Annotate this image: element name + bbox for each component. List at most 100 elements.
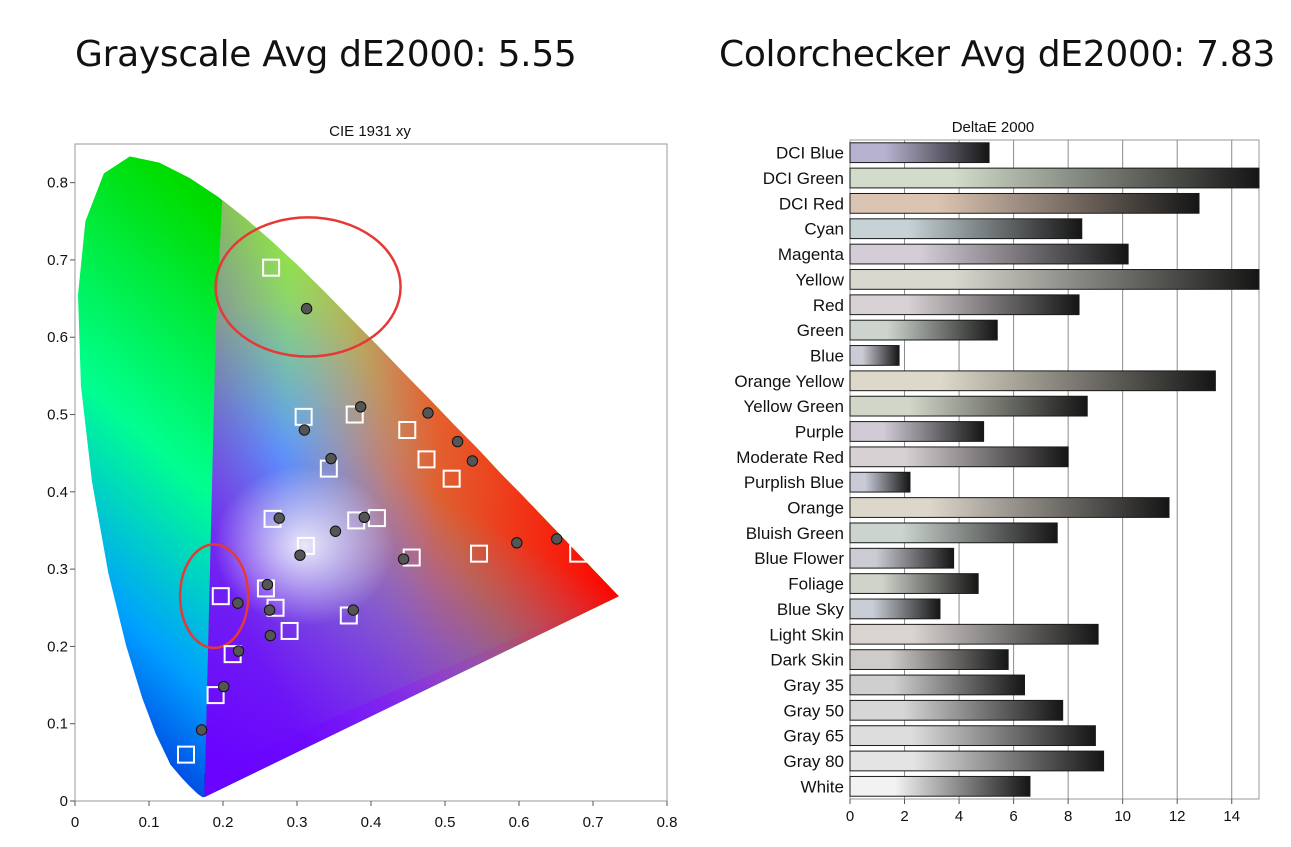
measured-point <box>422 407 434 419</box>
cie-y-tick-label: 0.8 <box>47 175 68 192</box>
deltae-category-label: Foliage <box>788 575 844 594</box>
highlight-ellipse <box>214 216 402 358</box>
cie-y-tick-label: 0.7 <box>47 252 68 269</box>
target-square-point <box>345 405 364 424</box>
deltae-x-tick-label: 12 <box>1169 808 1186 825</box>
deltae-x-tick-label: 14 <box>1223 808 1240 825</box>
deltae-category-label: DCI Red <box>779 194 844 213</box>
deltae-bar <box>849 142 990 164</box>
deltae-category-label: Gray 50 <box>784 701 844 720</box>
deltae-category-label: DCI Green <box>763 169 844 188</box>
deltae-category-label: Blue Sky <box>777 600 845 619</box>
deltae-category-label: Light Skin <box>769 625 844 644</box>
deltae-category-label: Blue <box>810 346 844 365</box>
deltae-bar <box>849 319 998 341</box>
target-square-point <box>296 536 315 555</box>
deltae-category-label: Yellow <box>795 270 844 289</box>
measured-point <box>511 537 523 549</box>
grayscale-headline: Grayscale Avg dE2000: 5.55 <box>75 34 577 75</box>
cie-y-tick-label: 0.3 <box>47 561 68 578</box>
target-square-point <box>569 544 588 563</box>
target-square-point <box>470 544 489 563</box>
deltae-category-label: Dark Skin <box>770 651 844 670</box>
deltae-category-label: Cyan <box>804 220 844 239</box>
deltae-bar <box>849 775 1031 797</box>
deltae-bar <box>849 750 1105 772</box>
deltae-chart-title: DeltaE 2000 <box>952 119 1035 136</box>
deltae-x-tick-label: 4 <box>955 808 963 825</box>
target-square-point <box>280 621 299 640</box>
deltae-category-label: White <box>801 777 844 796</box>
deltae-bar <box>849 345 900 366</box>
deltae-bar <box>849 573 979 594</box>
measured-point <box>261 578 274 591</box>
target-square-point <box>417 450 436 469</box>
deltae-bar <box>849 598 941 620</box>
target-square-point <box>442 469 461 488</box>
deltae-category-label: Purple <box>795 422 844 441</box>
deltae-category-label: DCI Blue <box>776 144 844 163</box>
cie-y-tick-label: 0.4 <box>47 484 68 501</box>
deltae-category-label: Green <box>797 321 844 340</box>
target-square-point <box>398 420 417 439</box>
measured-point <box>264 629 277 642</box>
deltae-bar <box>849 674 1026 696</box>
measured-point <box>273 512 285 524</box>
deltae-category-label: Moderate Red <box>736 448 844 467</box>
cie-y-tick-label: 0.6 <box>47 329 68 346</box>
measured-point <box>551 533 563 545</box>
measured-point <box>358 511 371 524</box>
measured-point <box>347 604 359 616</box>
deltae-category-label: Purplish Blue <box>744 473 844 492</box>
deltae-bar <box>849 725 1096 747</box>
deltae-x-tick-label: 6 <box>1009 808 1017 825</box>
deltae-bar <box>849 699 1064 721</box>
measured-point <box>466 455 479 467</box>
measured-point <box>298 424 311 436</box>
deltae-category-label: Yellow Green <box>744 397 845 416</box>
measured-point <box>195 724 208 736</box>
measured-point <box>263 604 276 616</box>
cie-y-tick-label: 0.5 <box>47 407 68 424</box>
deltae-x-tick-label: 2 <box>900 808 908 825</box>
colorchecker-headline: Colorchecker Avg dE2000: 7.83 <box>719 34 1276 75</box>
deltae-category-label: Gray 35 <box>784 676 844 695</box>
measured-point <box>451 435 464 448</box>
white-point-region <box>214 465 395 626</box>
measured-point <box>232 597 244 609</box>
target-square-point <box>206 686 225 705</box>
target-square-point <box>211 587 230 606</box>
deltae-bar <box>849 370 1216 392</box>
cie-y-tick-label: 0.2 <box>47 638 68 655</box>
target-square-point <box>262 258 281 277</box>
cie-y-tick-label: 0.1 <box>47 716 68 733</box>
deltae-category-label: Magenta <box>778 245 845 264</box>
deltae-category-label: Red <box>813 296 844 315</box>
deltae-category-label: Gray 80 <box>784 752 844 771</box>
magenta-region <box>204 182 619 798</box>
deltae-x-tick-label: 0 <box>846 808 854 825</box>
cie-x-tick-label: 0.3 <box>287 814 308 831</box>
deltae-bar <box>849 294 1080 316</box>
deltae-bar <box>849 269 1260 290</box>
cie-x-tick-label: 0.6 <box>509 814 530 831</box>
measured-point <box>325 452 337 465</box>
measured-point <box>329 525 342 537</box>
deltae-category-label: Orange Yellow <box>734 372 844 391</box>
deltae-bar <box>849 218 1083 240</box>
deltae-category-label: Gray 65 <box>784 727 844 746</box>
measured-point <box>354 401 367 413</box>
deltae-bar <box>849 649 1009 670</box>
measured-point <box>294 549 306 561</box>
cie-chart-title: CIE 1931 xy <box>329 123 411 140</box>
measured-point <box>232 645 245 657</box>
deltae-bar <box>849 395 1088 417</box>
deltae-bar <box>849 547 955 569</box>
deltae-bar <box>849 446 1069 468</box>
cie-x-tick-label: 0.1 <box>139 814 160 831</box>
measured-point <box>218 680 230 693</box>
measured-point <box>300 302 313 315</box>
deltae-bar <box>849 243 1129 265</box>
deltae-category-label: Bluish Green <box>746 524 844 543</box>
target-square-point <box>177 745 195 764</box>
